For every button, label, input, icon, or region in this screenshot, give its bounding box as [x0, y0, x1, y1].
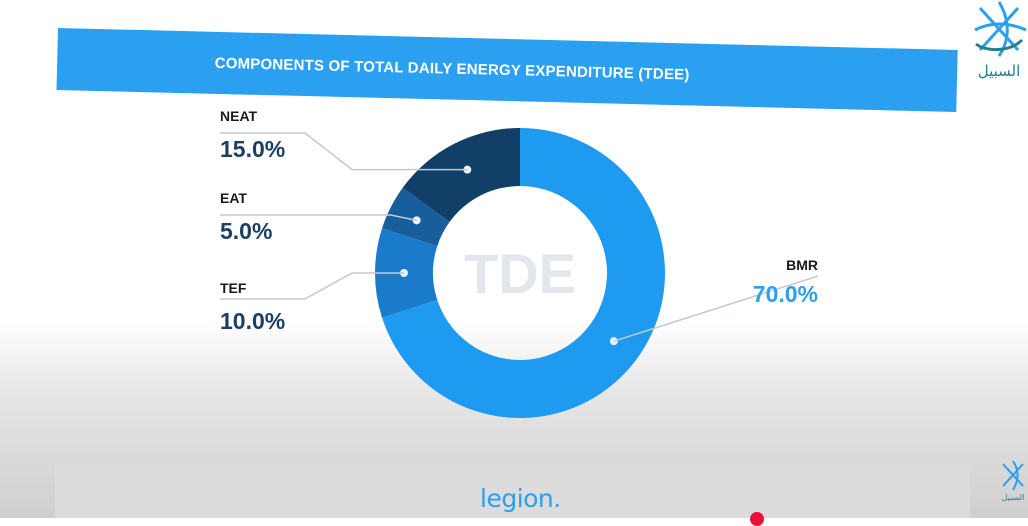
value-eat: 5.0%: [220, 218, 272, 244]
center-label: TDE: [464, 242, 576, 305]
watermark-logo-bottom: السبيل: [1002, 460, 1025, 502]
leader-line-eat: [220, 214, 417, 222]
leader-line-bmr: [613, 275, 819, 342]
progress-dot[interactable]: [750, 512, 764, 526]
value-tef: 10.0%: [220, 308, 285, 334]
label-neat: NEAT: [220, 108, 258, 124]
value-bmr: 70.0%: [753, 281, 818, 307]
leader-line-neat: [220, 132, 468, 171]
slice-bmr: [382, 128, 665, 418]
leader-line-tef: [220, 272, 404, 300]
watermark-text-bottom: السبيل: [1002, 493, 1025, 502]
label-tef: TEF: [220, 280, 247, 296]
slice-neat: [402, 128, 520, 222]
watermark-text-top: السبيل: [978, 62, 1021, 80]
footer-band: [55, 462, 970, 518]
label-bmr: BMR: [786, 257, 818, 273]
watermark-logo-top: السبيل: [974, 1, 1027, 80]
label-eat: EAT: [220, 190, 247, 206]
value-neat: 15.0%: [220, 136, 285, 162]
legion-logo: legion.: [480, 484, 561, 513]
